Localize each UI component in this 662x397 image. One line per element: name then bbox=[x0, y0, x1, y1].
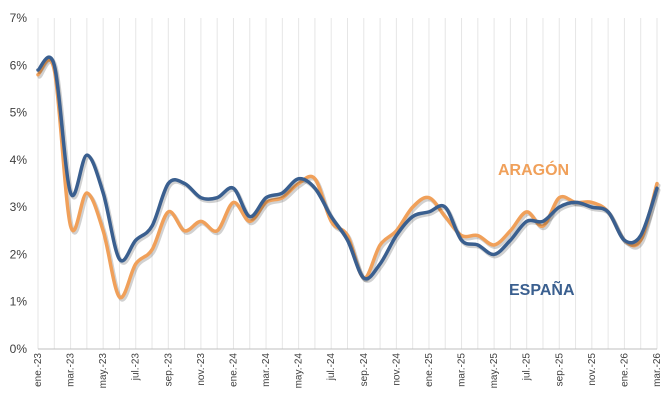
label-aragon: ARAGÓN bbox=[498, 160, 569, 179]
x-axis-tick-labels: ene.-23 mar.-23 may.-23 jul.-23 sep.-23 nov.-… bbox=[33, 353, 662, 389]
x-tick-label: nov.-24 bbox=[391, 353, 402, 386]
x-tick-label: sep.-25 bbox=[554, 353, 565, 387]
x-tick-label: ene.-23 bbox=[33, 353, 44, 387]
x-tick-label: may.-25 bbox=[489, 353, 500, 389]
x-tick-label: jul.-24 bbox=[326, 353, 337, 382]
x-tick-label: mar.-23 bbox=[66, 353, 77, 387]
x-tick-label: mar.-25 bbox=[457, 353, 468, 387]
vertical-gridlines bbox=[37, 18, 658, 349]
x-tick-label: ene.-26 bbox=[619, 353, 630, 387]
y-tick-label: 6% bbox=[10, 58, 28, 72]
series-line-aragon-shadow bbox=[37, 60, 661, 302]
y-tick-label: 4% bbox=[10, 153, 28, 167]
x-tick-label: jul.-23 bbox=[131, 353, 142, 382]
series-labels: ARAGÓN ESPAÑA bbox=[498, 160, 575, 299]
x-tick-label: sep.-24 bbox=[359, 353, 370, 387]
x-tick-label: nov.-25 bbox=[587, 353, 598, 386]
x-tick-label: mar.-26 bbox=[652, 353, 662, 387]
x-tick-label: may.-24 bbox=[294, 353, 305, 389]
y-tick-label: 5% bbox=[10, 106, 28, 120]
y-tick-label: 0% bbox=[10, 342, 28, 356]
y-tick-label: 3% bbox=[10, 200, 28, 214]
series-lines bbox=[36, 55, 661, 302]
x-tick-label: nov.-23 bbox=[196, 353, 207, 386]
x-tick-label: jul.-25 bbox=[522, 353, 533, 382]
x-tick-label: may.-23 bbox=[98, 353, 109, 389]
x-tick-label: ene.-24 bbox=[228, 353, 239, 387]
y-tick-label: 1% bbox=[10, 295, 28, 309]
x-tick-label: mar.-24 bbox=[261, 353, 272, 387]
y-axis-tick-labels: 0% 1% 2% 3% 4% 5% 6% 7% bbox=[10, 11, 28, 356]
x-tick-label: ene.-25 bbox=[424, 353, 435, 387]
x-tick-label: sep.-23 bbox=[163, 353, 174, 387]
y-tick-label: 7% bbox=[10, 11, 28, 25]
label-espana: ESPAÑA bbox=[509, 279, 575, 299]
y-tick-label: 2% bbox=[10, 247, 28, 261]
series-line-espana bbox=[36, 55, 659, 281]
